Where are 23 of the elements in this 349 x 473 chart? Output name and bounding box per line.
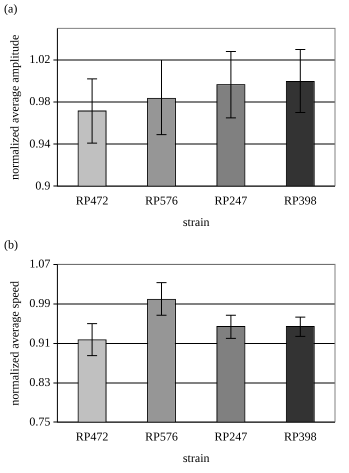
y-axis-title: normalized average amplitude xyxy=(7,34,22,180)
x-tick-label: RP398 xyxy=(284,430,317,444)
y-tick-label: 1.02 xyxy=(29,52,50,66)
x-axis-title: strain xyxy=(182,450,210,465)
y-axis-title: normalized average speed xyxy=(7,280,22,406)
x-tick-label: RP247 xyxy=(214,194,248,208)
y-tick-label: 1.07 xyxy=(29,256,50,271)
y-tick-label: 0.9 xyxy=(35,178,50,192)
y-tick-label: 0.83 xyxy=(29,374,50,389)
x-tick-label: RP398 xyxy=(284,194,317,208)
chart-title: (b) xyxy=(4,237,18,252)
chart-title: (a) xyxy=(4,1,18,16)
y-tick-label: 0.94 xyxy=(29,136,50,150)
x-tick-label: RP247 xyxy=(214,430,248,444)
y-tick-label: 0.75 xyxy=(29,414,50,428)
y-tick-label: 0.98 xyxy=(29,94,50,108)
y-tick-label: 0.91 xyxy=(29,335,50,350)
x-tick-label: RP576 xyxy=(145,194,178,208)
x-tick-label: RP576 xyxy=(145,430,178,444)
x-tick-label: RP472 xyxy=(76,194,108,208)
y-tick-label: 0.99 xyxy=(29,296,50,310)
x-tick-label: RP472 xyxy=(76,430,108,444)
x-axis-title: strain xyxy=(182,214,210,229)
